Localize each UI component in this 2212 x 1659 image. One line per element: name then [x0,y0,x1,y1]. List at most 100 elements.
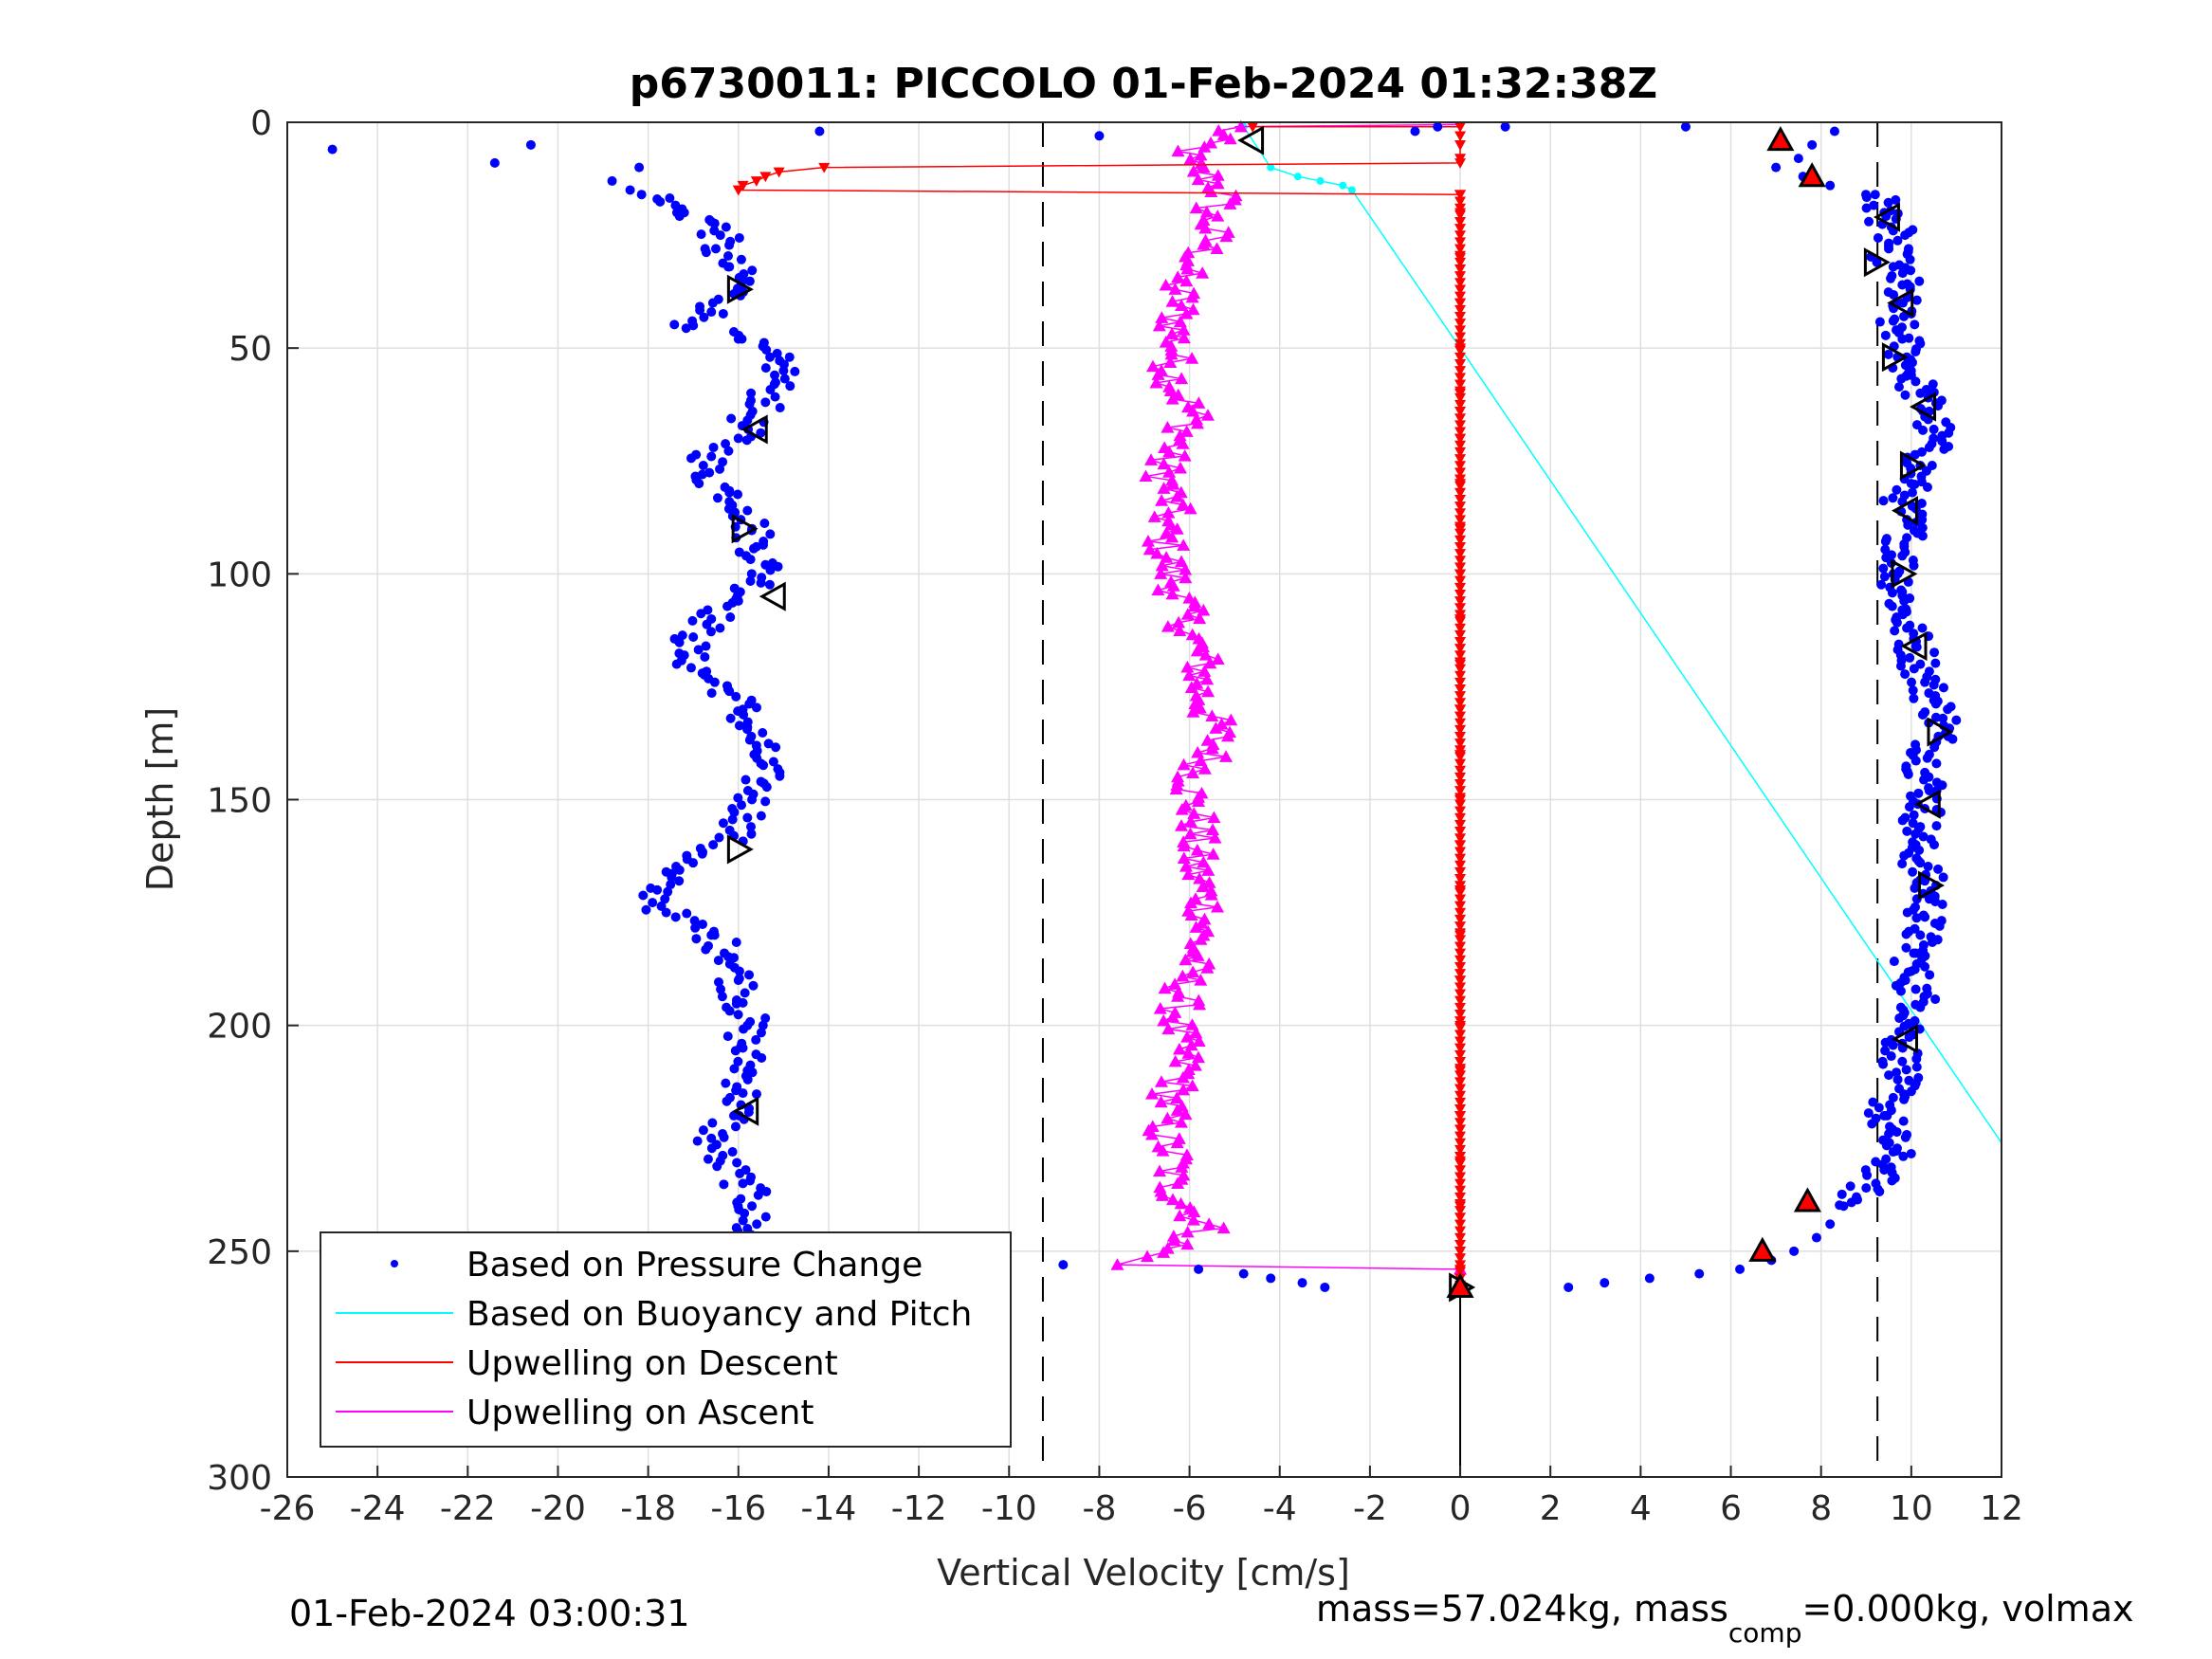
pressure-change-point [765,384,776,394]
upwelling-ascent-point [1161,1022,1176,1035]
upwelling-descent-point [1454,589,1467,600]
upwelling-descent-point [1454,738,1467,749]
pressure-change-point [740,775,751,785]
pressure-change-point [1922,482,1932,492]
pressure-change-point [1937,900,1947,910]
upwelling-ascent-point [1192,1034,1206,1047]
upwelling-ascent-point [1223,197,1237,210]
black-open-triangle-marker [1900,630,1928,662]
pressure-change-point [1921,384,1931,394]
pressure-change-point [1320,1282,1330,1292]
upwelling-ascent-point [1185,1079,1199,1092]
pressure-change-point [1918,996,1929,1007]
pressure-change-point [770,370,780,380]
upwelling-ascent-point [1209,721,1223,734]
upwelling-descent-point [1454,670,1467,682]
pressure-change-point [724,485,735,496]
pressure-change-point [636,190,647,200]
pressure-change-point [1928,379,1938,390]
pressure-change-point [764,579,775,590]
pressure-change-point [719,1132,729,1142]
pressure-change-point [674,876,685,886]
pressure-change-point [1888,1040,1898,1050]
upwelling-ascent-point [1198,648,1213,661]
pressure-change-point [1896,374,1907,384]
pressure-change-point [681,323,691,334]
pressure-change-point [739,709,749,720]
pressure-change-point [1909,810,1919,820]
upwelling-descent-point [1454,392,1467,404]
upwelling-descent-point [1454,467,1467,479]
pressure-change-point [751,702,761,713]
x-tick-label: -2 [1353,1489,1387,1528]
upwelling-descent-point [1454,772,1467,783]
upwelling-descent-point [759,172,772,183]
pressure-change-point [715,623,725,633]
upwelling-ascent-point [1155,494,1169,506]
upwelling-descent-point [1454,948,1467,959]
pressure-change-point [745,1016,756,1027]
pressure-change-point [1947,734,1958,744]
upwelling-ascent-point [1149,375,1163,389]
pressure-change-point [722,250,733,261]
upwelling-descent-point [1454,196,1467,208]
upwelling-ascent-point [1157,1013,1171,1027]
pressure-change-point [1600,1278,1610,1288]
pressure-change-point [1937,436,1947,447]
pressure-change-point [706,1133,717,1143]
upwelling-descent-point [1454,969,1467,979]
upwelling-ascent-point [1211,210,1225,222]
upwelling-descent-point [1454,860,1467,871]
upwelling-ascent-point [1171,270,1185,283]
upwelling-ascent-point [1194,974,1208,986]
upwelling-ascent-point [1197,665,1212,677]
pressure-change-point [778,359,789,370]
pressure-change-point [696,609,706,619]
upwelling-ascent-point [1177,323,1191,336]
upwelling-descent-point [1454,264,1467,275]
footer-mass-main: mass=57.024kg, mass [1316,1588,1728,1630]
pressure-change-point [1917,623,1928,633]
upwelling-ascent-point [1219,750,1234,762]
upwelling-ascent-point [1183,153,1197,165]
upwelling-ascent-point [1175,802,1189,815]
y-axis-label: Depth [m] [139,707,181,892]
upwelling-ascent-point [1201,684,1216,698]
upwelling-descent-point [1454,549,1467,559]
upwelling-ascent-point [1192,794,1206,808]
pressure-change-point [695,305,705,316]
pressure-change-point [756,811,766,821]
upwelling-ascent-point [1150,546,1164,559]
pressure-change-point [751,1089,761,1100]
pressure-change-point [747,265,758,276]
pressure-change-point [1878,563,1889,574]
pressure-change-point [696,229,706,240]
upwelling-descent-point [1454,1178,1467,1190]
pressure-change-point [1890,626,1900,636]
pressure-change-point [1930,699,1941,709]
upwelling-ascent-point [1163,356,1178,369]
pressure-change-point [674,648,685,659]
upwelling-descent-point [1454,812,1467,824]
upwelling-descent-point [1454,1219,1467,1231]
upwelling-ascent-point [1183,827,1197,840]
upwelling-descent-point [1454,447,1467,458]
upwelling-descent-point [1454,440,1467,451]
pressure-change-point [1927,439,1937,449]
pressure-change-point [761,345,772,356]
pressure-change-point [1913,788,1924,798]
upwelling-ascent-point [1175,299,1189,311]
buoyancy-point [1339,181,1347,190]
y-tick-label: 100 [207,556,272,594]
upwelling-ascent-point [1207,811,1221,824]
pressure-change-point [701,247,711,258]
pressure-change-point [667,872,677,883]
upwelling-descent-point [1454,610,1467,621]
pressure-change-point [1911,295,1922,305]
legend-label-descent: Upwelling on Descent [466,1344,838,1383]
upwelling-descent-point [1454,508,1467,520]
upwelling-ascent-point [1175,1160,1189,1173]
upwelling-descent-point [1454,914,1467,925]
pressure-change-point [1890,314,1900,324]
